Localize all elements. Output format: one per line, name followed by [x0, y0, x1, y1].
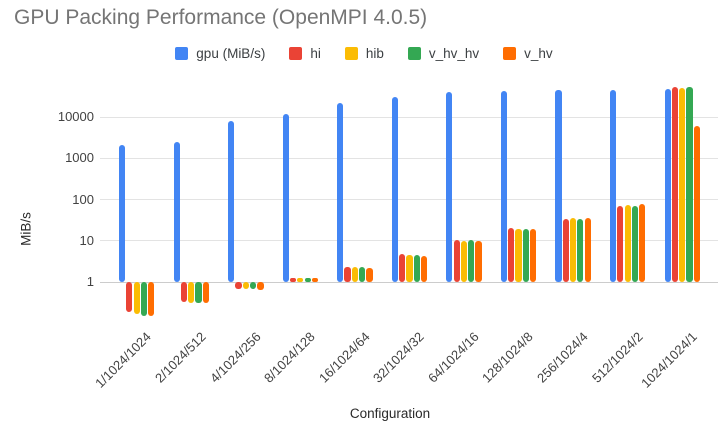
bar-v-hv	[530, 229, 537, 282]
bar-hi	[289, 277, 297, 282]
bar-gpu-mib-s-	[664, 89, 671, 282]
x-tick-label: 8/1024/128	[261, 329, 318, 386]
x-tick-label: 16/1024/64	[315, 329, 373, 386]
x-tick-label: 1/1024/1024	[92, 329, 155, 391]
x-tick-label: 32/1024/32	[370, 329, 428, 386]
bar-gpu-mib-s-	[555, 90, 562, 282]
bar-v-hv	[475, 240, 482, 282]
legend-swatch-icon	[503, 46, 517, 60]
legend-swatch-icon	[407, 46, 421, 60]
legend-label: hib	[365, 45, 384, 61]
bar-gpu-mib-s-	[337, 103, 344, 282]
bar-hib	[515, 229, 522, 282]
bar-hi	[180, 281, 188, 302]
gridline	[100, 157, 718, 159]
legend-label: v_hv_hv	[428, 45, 480, 61]
bar-hi	[344, 266, 351, 282]
bar-v-hv	[693, 125, 700, 282]
legend-swatch-icon	[344, 46, 358, 60]
bar-gpu-mib-s-	[173, 141, 180, 282]
bar-hib	[679, 87, 686, 282]
gridline	[100, 281, 718, 283]
bar-v-hv-hv	[577, 218, 584, 282]
bar-v-hv-hv	[413, 254, 420, 282]
legend-swatch-icon	[289, 46, 303, 60]
bar-hib	[569, 218, 577, 282]
bar-v-hv	[639, 204, 646, 282]
bar-hi	[453, 240, 460, 282]
gridline	[100, 240, 718, 242]
x-tick-label: 512/1024/2	[588, 329, 646, 386]
bar-gpu-mib-s-	[609, 90, 617, 282]
y-axis-title: MiB/s	[18, 212, 34, 246]
bar-hib	[242, 281, 249, 290]
y-tick-label: 10	[79, 232, 94, 248]
x-tick-label: 2/1024/512	[152, 329, 209, 386]
bar-gpu-mib-s-	[282, 113, 289, 282]
chart-title: GPU Packing Performance (OpenMPI 4.0.5)	[14, 6, 428, 29]
bar-v-hv	[311, 278, 319, 282]
bar-v-hv	[148, 281, 155, 316]
legend-swatch-icon	[175, 46, 189, 60]
legend-label: hi	[310, 45, 321, 61]
bar-hib	[133, 281, 140, 315]
bar-gpu-mib-s-	[228, 121, 235, 282]
bar-v-hv	[202, 281, 209, 303]
x-tick-label: 1024/1024/1	[638, 329, 700, 391]
bar-v-hv-hv	[468, 240, 475, 282]
y-tick-label: 1	[86, 274, 94, 290]
bar-v-hv-hv	[195, 281, 202, 304]
bar-hib	[297, 278, 304, 282]
legend-item: v_hv	[503, 46, 553, 61]
bar-hib	[351, 267, 359, 282]
bar-hib	[460, 240, 468, 282]
bar-v-hv	[584, 218, 591, 282]
x-axis-title: Configuration	[349, 406, 431, 421]
bar-hi	[235, 281, 242, 289]
bar-v-hv-hv	[304, 278, 311, 282]
legend-label: v_hv	[524, 45, 553, 61]
bar-hi	[562, 218, 569, 282]
legend-item: hib	[344, 45, 384, 61]
legend-label: gpu (MiB/s)	[196, 45, 266, 61]
y-tick-label: 10000	[57, 109, 94, 125]
bar-v-hv	[420, 255, 428, 282]
gridline	[100, 116, 718, 118]
gridline	[100, 199, 718, 201]
bar-gpu-mib-s-	[391, 96, 398, 282]
bar-v-hv	[257, 281, 264, 290]
bar-v-hv-hv	[359, 266, 366, 282]
bar-hib	[188, 281, 195, 303]
bar-v-hv-hv	[631, 205, 639, 282]
x-tick-label: 4/1024/256	[206, 329, 264, 386]
bar-hib	[406, 255, 413, 282]
legend-item: v_hv_hv	[407, 45, 480, 61]
bar-hib	[624, 204, 631, 282]
bar-hi	[508, 228, 515, 282]
bar-v-hv-hv	[522, 228, 529, 282]
x-tick-label: 128/1024/8	[479, 329, 537, 386]
x-tick-label: 256/1024/4	[534, 329, 591, 386]
y-tick-label: 1000	[65, 150, 94, 166]
x-tick-label: 64/1024/16	[424, 329, 482, 386]
legend-item: hi	[289, 46, 321, 61]
bar-hi	[617, 206, 624, 282]
bar-v-hv	[366, 267, 373, 282]
bar-hi	[399, 254, 406, 282]
legend: gpu (MiB/s) hi hib v_hv_hv v_hv	[0, 44, 728, 62]
bar-hi	[671, 86, 679, 282]
y-tick-label: 100	[72, 191, 94, 207]
bar-v-hv-hv	[249, 281, 257, 290]
bar-gpu-mib-s-	[500, 91, 508, 282]
bar-gpu-mib-s-	[118, 144, 126, 282]
bar-gpu-mib-s-	[446, 92, 453, 282]
bar-hi	[126, 281, 133, 313]
bar-v-hv-hv	[686, 86, 693, 282]
legend-item: gpu (MiB/s)	[175, 46, 265, 61]
bar-v-hv-hv	[140, 281, 148, 316]
